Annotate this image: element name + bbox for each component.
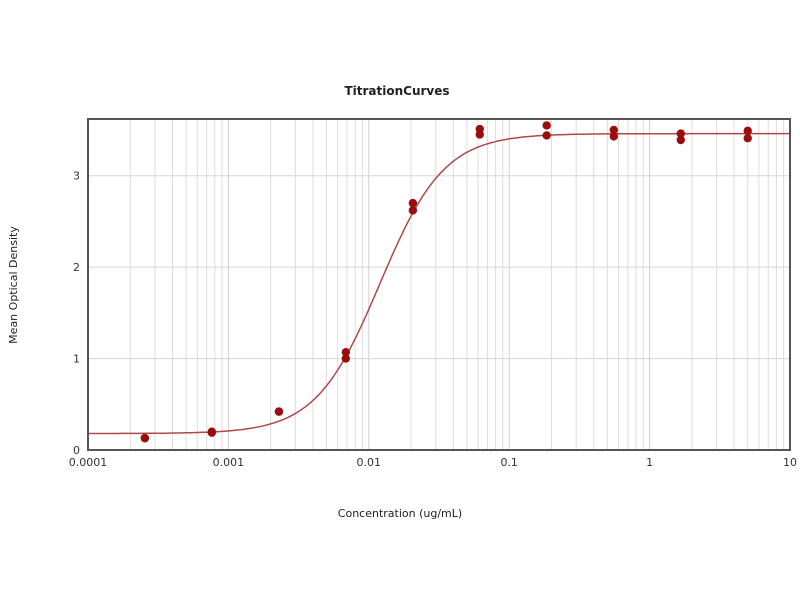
x-axis-label: Concentration (ug/mL): [338, 507, 462, 520]
plot-frame: [87, 118, 791, 451]
gridlines: [87, 119, 790, 451]
x-tick-label: 0.01: [357, 456, 382, 469]
y-tick-label: 3: [73, 170, 80, 183]
data-point: [341, 347, 351, 357]
data-point: [140, 433, 150, 443]
x-tick-label: 0.1: [500, 456, 518, 469]
data-point: [743, 126, 752, 136]
y-tick-label: 2: [73, 261, 80, 274]
x-tick-label: 0.0001: [69, 456, 108, 469]
x-tick-label: 10: [783, 456, 797, 469]
data-point: [609, 132, 619, 141]
x-axis-ticks: 0.0001 0.001 0.01 0.1 1 10: [69, 456, 797, 469]
data-points: [140, 121, 752, 443]
data-point: [408, 206, 418, 215]
y-axis-ticks: 0 1 2 3: [73, 170, 80, 457]
data-point: [408, 198, 418, 208]
data-point: [609, 125, 619, 135]
data-point: [743, 134, 752, 143]
data-point: [341, 354, 351, 363]
fit-curve: [88, 132, 790, 435]
y-tick-label: 0: [73, 444, 80, 457]
fit-curve-layer: [88, 132, 790, 435]
data-point: [207, 427, 217, 436]
data-point: [475, 124, 484, 134]
data-point: [274, 407, 284, 416]
y-tick-label: 1: [73, 353, 80, 366]
chart-title: TitrationCurves: [344, 84, 449, 98]
data-point: [676, 135, 685, 145]
y-axis-label: Mean Optical Density: [7, 226, 20, 344]
data-point: [676, 129, 685, 138]
data-point: [542, 131, 551, 140]
data-point: [542, 121, 551, 130]
x-tick-label: 1: [646, 456, 653, 469]
x-tick-label: 0.001: [213, 456, 245, 469]
